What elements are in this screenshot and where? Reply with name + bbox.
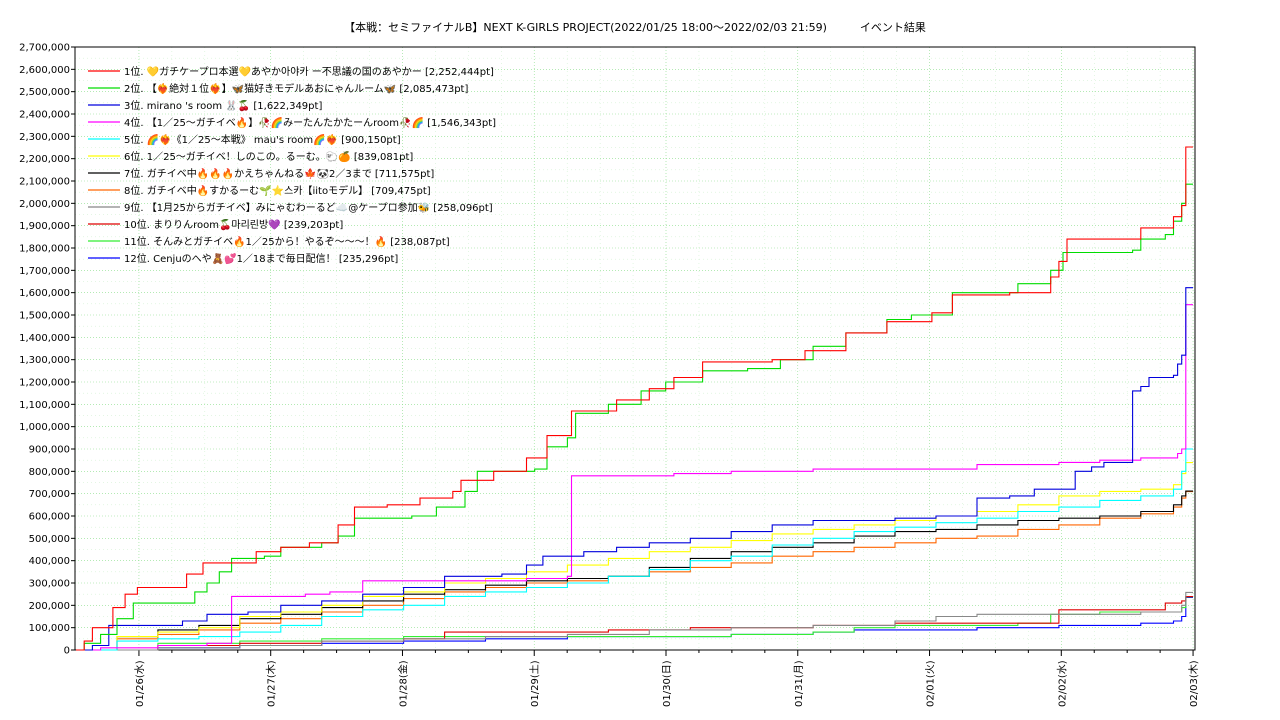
plot-frame <box>74 46 1196 651</box>
y-tick-label: 2,000,000 <box>19 199 70 210</box>
y-tick-label: 2,700,000 <box>19 43 70 54</box>
legend-label: 11位. そんみとガチイベ🔥1／25から！やるぞ〜〜〜！🔥 [238,087pt… <box>124 235 450 248</box>
y-tick-label: 1,100,000 <box>19 400 70 411</box>
y-tick-label: 300,000 <box>29 579 70 590</box>
y-tick-label: 1,200,000 <box>19 378 70 389</box>
series-line <box>76 596 1193 651</box>
legend-label: 8位. ガチイベ中🔥すかるーむ🌱⭐스카【iitoモデル】 [709,475pt] <box>124 184 431 197</box>
axes: 0 100,000 200,000 300,000 400,000 500,000 600,… <box>19 43 1200 708</box>
y-tick-label: 700,000 <box>29 489 70 500</box>
legend-label: 2位. 【❤‍🔥絶対１位❤‍🔥】🦋猫好きモデルあおにゃんルーム🦋 [2,085,… <box>124 82 468 95</box>
legend-label: 4位. 【1／25〜ガチイベ🔥】🥀🌈みーたんたかたーんroom🥀🌈 [1,546… <box>124 116 496 129</box>
legend-label: 6位. 1／25〜ガチイベ！しのこの。るーむ。🐑🍊 [839,081pt] <box>124 150 413 163</box>
y-tick-label: 1,700,000 <box>19 266 70 277</box>
y-tick-label: 2,100,000 <box>19 177 70 188</box>
legend-label: 9位. 【1月25からガチイベ】みにゃむわーるど☁️@ケープロ参加🐝 [258,… <box>124 201 493 214</box>
series-line <box>76 462 1193 651</box>
grid-lines <box>75 46 1195 651</box>
series-line <box>76 287 1193 651</box>
series-line <box>76 491 1193 651</box>
legend-label: 10位. まりりんroom🍒마리린방💜 [239,203pt] <box>124 218 343 231</box>
legend-label: 5位. 🌈❤‍🔥《1／25〜本戦》 mau's room🌈❤‍🔥 [900,15… <box>124 133 401 146</box>
series-line <box>76 146 1193 651</box>
y-tick-label: 1,300,000 <box>19 355 70 366</box>
x-tick-label: 01/31(月) <box>793 660 805 707</box>
y-tick-label: 2,600,000 <box>19 65 70 76</box>
series-line <box>76 591 1193 651</box>
x-tick-label: 01/30(日) <box>662 660 673 707</box>
y-tick-label: 500,000 <box>29 534 70 545</box>
x-tick-label: 01/28(金) <box>396 660 409 707</box>
y-tick-label: 2,500,000 <box>19 87 70 98</box>
y-tick-label: 2,200,000 <box>19 154 70 165</box>
legend-label: 1位. 💛ガチケープロ本選💛あやか아야카 ー不思議の国のあやかー [2,252,… <box>124 65 494 78</box>
legend-label: 7位. ガチイベ中🔥🔥🔥かえちゃんねる🍁🐼2／3まで [711,575pt] <box>124 167 434 180</box>
y-tick-label: 2,400,000 <box>19 110 70 121</box>
legend: 1位. 💛ガチケープロ本選💛あやか아야카 ー不思議の国のあやかー [2,252,… <box>88 65 496 265</box>
series-line <box>76 490 1193 651</box>
legend-label: 12位. Cenjuのへや🧸💕1／18まで毎日配信！ [235,296pt] <box>124 252 398 265</box>
series-line <box>76 448 1193 651</box>
y-tick-label: 1,900,000 <box>19 221 70 232</box>
y-tick-label: 800,000 <box>29 467 70 478</box>
x-tick-label: 02/01(火) <box>925 660 937 707</box>
series-line <box>76 304 1193 651</box>
chart-title: 【本戦：セミファイナルB】NEXT K-GIRLS PROJECT(2022/0… <box>344 21 926 34</box>
series-line <box>76 183 1193 651</box>
y-tick-label: 1,800,000 <box>19 244 70 255</box>
y-tick-label: 1,500,000 <box>19 311 70 322</box>
y-tick-label: 0 <box>64 646 70 657</box>
legend-label: 3位. mirano 's room 🐰🍒 [1,622,349pt] <box>124 99 322 112</box>
x-tick-label: 01/26(水) <box>134 660 146 707</box>
y-tick-label: 200,000 <box>29 601 70 612</box>
x-tick-label: 01/27(木) <box>266 660 278 707</box>
series-layer <box>76 146 1193 651</box>
y-tick-label: 2,300,000 <box>19 132 70 143</box>
y-tick-label: 1,000,000 <box>19 422 70 433</box>
x-tick-label: 01/29(土) <box>528 660 541 707</box>
y-tick-label: 1,400,000 <box>19 333 70 344</box>
y-tick-label: 600,000 <box>29 512 70 523</box>
y-tick-label: 900,000 <box>29 445 70 456</box>
x-tick-label: 02/03(木) <box>1188 660 1200 707</box>
x-tick-label: 02/02(水) <box>1056 660 1068 707</box>
y-tick-label: 1,600,000 <box>19 288 70 299</box>
y-tick-label: 400,000 <box>29 556 70 567</box>
y-tick-label: 100,000 <box>29 623 70 634</box>
